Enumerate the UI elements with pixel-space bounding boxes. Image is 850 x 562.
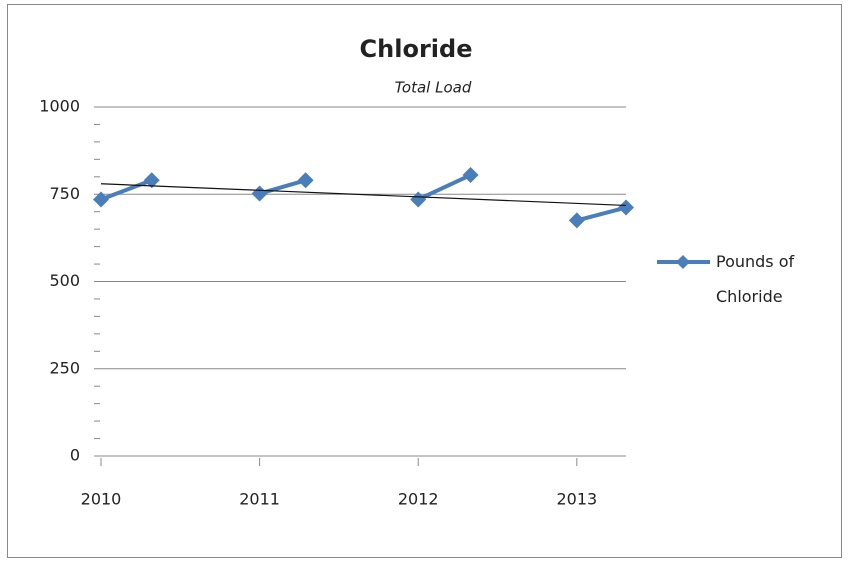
y-tick-label: 500	[49, 271, 80, 290]
y-tick-label: 250	[49, 358, 80, 377]
legend-label-line: Chloride	[716, 287, 783, 306]
y-tick-label: 1000	[39, 97, 80, 116]
x-tick-label: 2011	[239, 490, 280, 509]
x-tick-label: 2012	[398, 490, 439, 509]
point	[410, 191, 427, 208]
y-tick-label: 0	[70, 446, 80, 465]
x-tick-label: 2013	[556, 490, 597, 509]
point	[462, 167, 479, 184]
legend-label: Pounds of Chloride	[716, 252, 795, 306]
x-tick-label: 2010	[81, 490, 122, 509]
point	[143, 172, 160, 189]
point	[93, 191, 109, 208]
y-tick-label: 750	[49, 184, 80, 203]
legend-label-line: Pounds of	[716, 252, 795, 271]
point	[568, 212, 585, 229]
point	[297, 172, 314, 189]
chart-title: Chloride	[360, 35, 473, 63]
series-line	[100, 173, 627, 223]
chart-subtitle: Total Load	[395, 79, 472, 97]
point	[618, 199, 634, 216]
trendline	[100, 183, 627, 207]
legend-marker	[676, 255, 690, 269]
